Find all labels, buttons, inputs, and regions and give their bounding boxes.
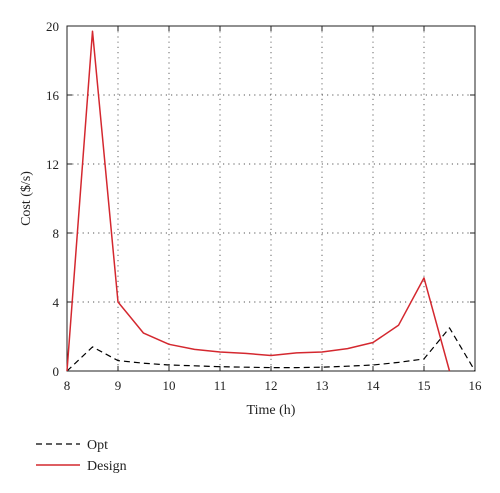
y-tick-label: 4 [53, 295, 60, 310]
x-tick-label: 9 [115, 378, 122, 393]
series-line-opt [66, 327, 476, 372]
x-tick-label: 12 [265, 378, 278, 393]
series-lines [66, 30, 476, 372]
x-tick-label: 15 [418, 378, 431, 393]
legend: Opt Design [36, 438, 127, 474]
y-tick-label: 20 [46, 19, 59, 34]
legend-label-design: Design [87, 459, 127, 474]
legend-label-opt: Opt [87, 438, 108, 453]
y-axis-label: Cost ($/s) [19, 171, 34, 226]
y-tick-label: 12 [46, 157, 59, 172]
tick-labels: 8 9 10 11 12 13 14 15 16 0 4 8 12 16 20 [46, 19, 482, 393]
x-tick-label: 10 [163, 378, 176, 393]
grid-lines [67, 26, 475, 371]
x-tick-label: 16 [469, 378, 483, 393]
x-tick-label: 11 [214, 378, 227, 393]
x-tick-label: 13 [316, 378, 329, 393]
x-tick-label: 14 [367, 378, 381, 393]
series-line-design [66, 30, 451, 372]
y-tick-label: 16 [46, 88, 60, 103]
y-tick-label: 8 [53, 226, 60, 241]
axis-ticks [66, 25, 476, 372]
x-axis-label: Time (h) [247, 403, 296, 418]
x-tick-label: 8 [64, 378, 71, 393]
y-tick-label: 0 [53, 364, 60, 379]
